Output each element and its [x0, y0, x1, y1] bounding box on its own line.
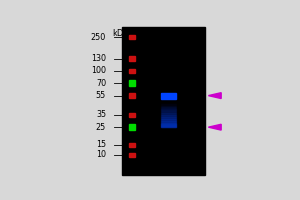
Bar — [161, 110, 176, 111]
Bar — [161, 104, 176, 105]
Bar — [161, 117, 176, 118]
Text: 15: 15 — [96, 140, 106, 149]
Bar — [161, 119, 176, 120]
Bar — [161, 111, 176, 112]
Bar — [129, 69, 135, 73]
Bar — [161, 103, 176, 104]
Text: 70: 70 — [96, 79, 106, 88]
Bar — [161, 93, 176, 99]
Bar — [129, 93, 135, 98]
Bar — [129, 113, 135, 117]
Bar — [161, 109, 176, 110]
Bar — [161, 108, 176, 109]
Bar — [161, 107, 176, 108]
Bar — [161, 106, 176, 107]
Bar — [161, 102, 176, 103]
Bar — [129, 56, 135, 61]
Text: 10: 10 — [96, 150, 106, 159]
Bar — [161, 122, 176, 123]
Bar — [129, 124, 135, 130]
Bar — [129, 153, 135, 157]
Bar — [161, 118, 176, 119]
Bar — [161, 126, 176, 127]
Bar — [161, 112, 176, 113]
Polygon shape — [208, 124, 221, 130]
Text: 35: 35 — [96, 110, 106, 119]
Bar — [161, 101, 176, 102]
Bar — [161, 105, 176, 106]
Text: 100: 100 — [91, 66, 106, 75]
Bar — [161, 114, 176, 115]
Bar — [161, 126, 176, 127]
Bar — [129, 80, 135, 86]
Text: 130: 130 — [91, 54, 106, 63]
Text: 1: 1 — [166, 29, 172, 38]
Bar — [161, 109, 176, 110]
Bar — [161, 116, 176, 117]
Bar — [161, 125, 176, 126]
Bar — [161, 124, 176, 125]
Text: kDa: kDa — [112, 29, 128, 38]
Bar — [161, 120, 176, 121]
Bar — [161, 121, 176, 122]
Polygon shape — [208, 93, 221, 99]
Text: 55: 55 — [96, 91, 106, 100]
Bar — [161, 124, 176, 125]
Bar — [129, 143, 135, 147]
Text: 25: 25 — [96, 123, 106, 132]
Bar — [161, 113, 176, 114]
Bar — [129, 35, 135, 39]
Text: 250: 250 — [91, 33, 106, 42]
Bar — [161, 115, 176, 116]
Bar — [122, 27, 205, 175]
Bar — [161, 107, 176, 108]
Bar — [161, 123, 176, 124]
